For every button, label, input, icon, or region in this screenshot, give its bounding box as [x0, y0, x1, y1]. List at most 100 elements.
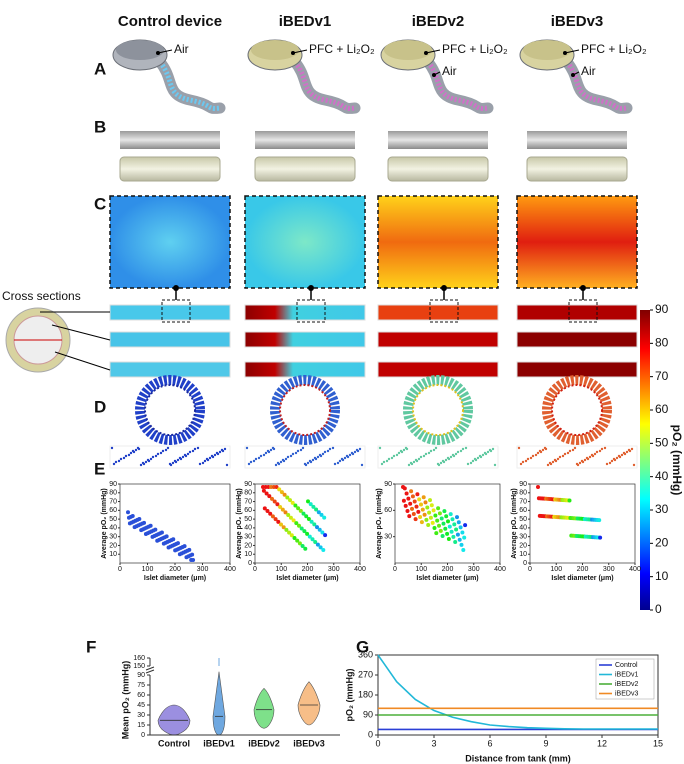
- heatmap: [245, 196, 365, 288]
- tank-top: [384, 40, 432, 60]
- islet-dot: [140, 464, 142, 466]
- islet-dot: [428, 452, 430, 454]
- islet-point: [183, 544, 187, 548]
- islet-dot: [339, 460, 341, 462]
- y-tick-label: 60: [384, 507, 392, 514]
- heatmap-strip: [245, 305, 365, 320]
- islet-dot: [455, 453, 457, 455]
- y-tick-label: 70: [244, 498, 252, 505]
- scatter-image: [401, 485, 467, 552]
- islet-dot: [197, 447, 199, 449]
- islet-dot: [474, 458, 476, 460]
- islet-dot: [132, 450, 134, 452]
- heatmap-strip: [110, 362, 230, 377]
- x-tick-label: 0: [253, 566, 257, 573]
- column-header: iBEDv1: [279, 13, 332, 30]
- islet-dot: [211, 455, 213, 457]
- islet-point: [405, 491, 409, 495]
- x-tick-label: 300: [603, 566, 615, 573]
- islet-dot: [418, 458, 420, 460]
- x-tick-label: 300: [328, 566, 340, 573]
- y-tick-label: 360: [358, 649, 373, 659]
- x-axis-label: Islet diameter (μm): [276, 575, 338, 582]
- islet-point: [415, 492, 419, 496]
- y-tick-label: 50: [109, 516, 117, 523]
- islet-dot: [312, 459, 314, 461]
- islet-dot: [596, 451, 598, 453]
- a-label: PFC + Li₂O₂: [442, 42, 508, 56]
- islet-point: [149, 524, 153, 528]
- islet-dot: [564, 453, 566, 455]
- islet-point: [453, 540, 457, 544]
- islet-dot: [287, 456, 289, 458]
- tube-b2: [120, 157, 220, 181]
- ring: [408, 380, 468, 440]
- islet-dot: [324, 451, 326, 453]
- islet-dot: [477, 457, 479, 459]
- islet-point: [431, 521, 435, 525]
- y-tick-label: 90: [137, 672, 145, 679]
- islet-dot: [574, 447, 576, 449]
- islet-point: [403, 486, 407, 490]
- islet-point: [442, 509, 446, 513]
- islet-dot: [179, 457, 181, 459]
- islet-point: [408, 502, 412, 506]
- tube-b2: [388, 157, 488, 181]
- islet-dot: [433, 449, 435, 451]
- islet-point: [323, 533, 327, 537]
- islet-dot: [616, 457, 618, 459]
- x-tick-label: 400: [494, 566, 506, 573]
- islet-dot: [542, 449, 544, 451]
- islet-dot: [552, 461, 554, 463]
- y-tick-label: 20: [109, 542, 117, 549]
- islet-dot: [219, 451, 221, 453]
- legend-label: iBEDv2: [615, 681, 638, 688]
- islet-dot: [253, 460, 255, 462]
- islet-dot: [420, 456, 422, 458]
- y-tick-label: 160: [133, 655, 145, 662]
- tube-b: [120, 131, 220, 149]
- islet-dot: [204, 460, 206, 462]
- islet-dot: [383, 461, 385, 463]
- islet-dot: [351, 452, 353, 454]
- axis-break: [146, 667, 154, 673]
- y-axis-label: Average pO₂ (mmHg): [376, 488, 383, 559]
- islet-dot: [379, 447, 381, 449]
- islet-dot: [450, 456, 452, 458]
- tank-top: [116, 40, 164, 60]
- y-tick-label: 90: [519, 481, 527, 488]
- islet-dot: [199, 463, 201, 465]
- islet-dot: [206, 458, 208, 460]
- islet-dot: [349, 454, 351, 456]
- plot-frame: [395, 484, 500, 563]
- islet-dot: [169, 463, 171, 465]
- ring: [275, 380, 335, 440]
- islet-point: [171, 537, 175, 541]
- a-label: PFC + Li₂O₂: [309, 42, 375, 56]
- islet-dot: [356, 449, 358, 451]
- islet-point: [402, 499, 406, 503]
- islet-point: [440, 516, 444, 520]
- colorbar-tick-label: 20: [655, 536, 669, 550]
- y-tick-label: 60: [109, 507, 117, 514]
- islet-point: [456, 533, 460, 537]
- islet-point: [433, 514, 437, 518]
- islet-point: [425, 505, 429, 509]
- x-tick-label: 200: [442, 566, 454, 573]
- y-tick-label: 0: [248, 560, 252, 567]
- islet-dot: [599, 450, 601, 452]
- x-tick-label: 0: [528, 566, 532, 573]
- islet-point: [413, 500, 417, 504]
- cs-pointer: [55, 352, 110, 370]
- islet-dot: [484, 452, 486, 454]
- x-tick-label: 400: [224, 566, 236, 573]
- x-tick-label: 100: [550, 566, 562, 573]
- islet-dot: [549, 462, 551, 464]
- islet-point: [410, 507, 414, 511]
- x-tick-label: 9: [543, 738, 548, 748]
- islet-point: [407, 514, 411, 518]
- x-axis-label: Distance from tank (mm): [465, 753, 571, 763]
- a-label: Air: [174, 42, 189, 56]
- colorbar-tick-label: 80: [655, 336, 669, 350]
- islet-dot: [115, 461, 117, 463]
